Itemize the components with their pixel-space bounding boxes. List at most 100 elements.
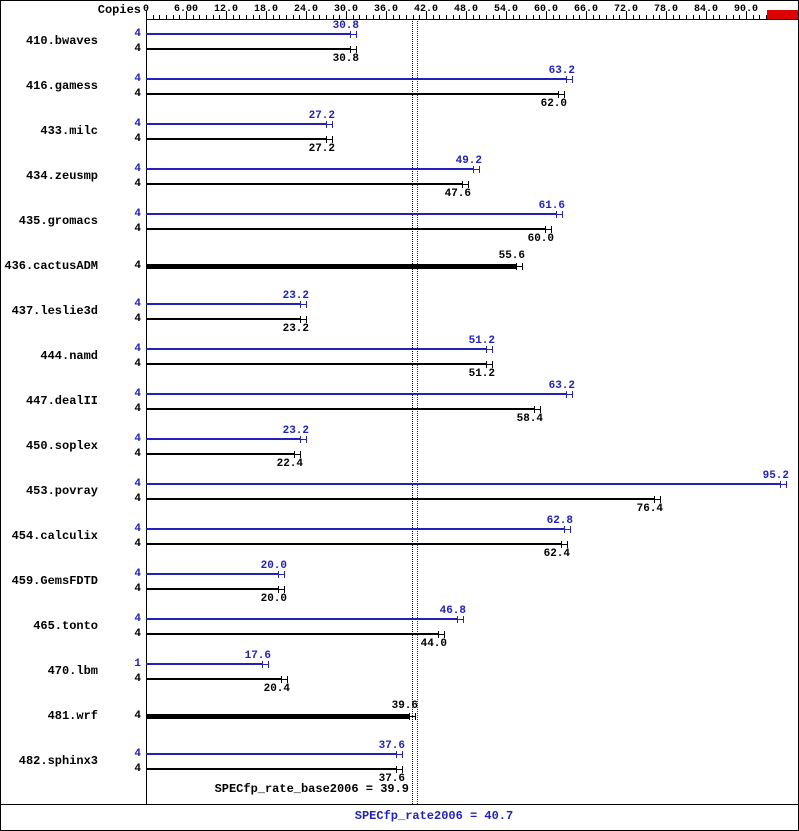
peak-whisker-line [263,664,269,665]
x-axis-tick-label: 60.0 [533,4,558,15]
base-value: 22.4 [276,458,303,470]
base-bar [146,543,562,545]
base-whisker-tick [534,406,535,413]
peak-value: 63.2 [548,65,575,77]
x-axis-major-tick [746,11,747,19]
base-value: 76.4 [636,503,663,515]
peak-copies: 4 [134,163,141,175]
benchmark-label: 433.milc [40,124,98,138]
peak-value: 61.6 [538,200,565,212]
peak-copies: 4 [134,748,141,760]
x-axis-minor-tick [619,15,620,19]
x-axis-minor-tick [673,15,674,19]
x-axis-minor-tick [726,15,727,19]
base-whisker-line [559,94,565,95]
base-value: 23.2 [282,323,309,335]
base-bar [146,408,535,410]
peak-value: 17.6 [244,650,271,662]
peak-bar [146,663,263,665]
base-bar [146,714,410,719]
x-axis-major-tick [626,11,627,19]
benchmark-label: 482.sphinx3 [18,754,98,768]
base-value: 58.4 [516,413,543,425]
x-axis-minor-tick [293,15,294,19]
x-axis-minor-tick [499,15,500,19]
peak-whisker-tick [486,346,487,353]
x-axis-minor-tick [599,15,600,19]
x-axis-minor-tick [679,15,680,19]
peak-bar [146,528,565,530]
x-axis-minor-tick [713,15,714,19]
base-bar [146,363,487,365]
peak-bar [146,483,781,485]
x-axis-minor-tick [319,15,320,19]
x-axis-minor-tick [359,15,360,19]
peak-whisker-tick [262,661,263,668]
x-axis-tick-label: 6.00 [173,4,198,15]
x-axis-minor-tick [533,15,534,19]
peak-whisker-tick [479,166,480,173]
x-axis-minor-tick [246,15,247,19]
x-axis-minor-tick [406,15,407,19]
x-axis-tick-label: 54.0 [493,4,518,15]
benchmark-label: 434.zeusmp [25,169,98,183]
x-axis-minor-tick [573,15,574,19]
base-whisker-tick [522,263,523,270]
x-axis-major-tick [346,11,347,19]
peak-whisker-tick [396,751,397,758]
base-copies: 4 [134,583,141,595]
base-copies: 4 [134,628,141,640]
peak-whisker-tick [306,301,307,308]
base-copies: 4 [134,133,141,145]
base-copies: 4 [134,493,141,505]
base-whisker-tick [350,46,351,53]
peak-value: 27.2 [308,110,335,122]
peak-bar [146,573,279,575]
benchmark-label: 454.calculix [11,529,98,543]
x-axis-tick-label: 18.0 [253,4,278,15]
x-axis-minor-tick [453,15,454,19]
x-axis-minor-tick [206,15,207,19]
x-axis-minor-tick [259,15,260,19]
base-value: 20.4 [263,683,290,695]
x-axis-minor-tick [559,15,560,19]
x-axis-minor-tick [553,15,554,19]
peak-value: 23.2 [282,425,309,437]
x-axis-minor-tick [653,15,654,19]
x-axis-minor-tick [273,15,274,19]
peak-whisker-line [567,394,573,395]
x-axis-major-tick [426,11,427,19]
x-axis-major-tick [186,11,187,19]
base-value: 39.6 [391,700,418,712]
base-value: 27.2 [308,143,335,155]
x-axis-minor-tick [659,15,660,19]
peak-whisker-line [474,169,480,170]
x-axis-minor-tick [459,15,460,19]
peak-whisker-line [567,79,573,80]
peak-value: 63.2 [548,380,575,392]
peak-copies: 4 [134,613,141,625]
peak-value: 62.8 [546,515,573,527]
base-whisker-line [351,49,357,50]
base-whisker-tick [396,766,397,773]
base-copies: 4 [134,763,141,775]
x-axis-minor-tick [413,15,414,19]
x-axis-minor-tick [279,15,280,19]
base-summary-text: SPECfp_rate_base2006 = 39.9 [214,782,409,796]
base-whisker-tick [287,676,288,683]
x-axis-minor-tick [593,15,594,19]
peak-summary-text: SPECfp_rate2006 = 40.7 [354,809,514,823]
base-whisker-tick [284,586,285,593]
base-value: 62.0 [540,98,567,110]
x-axis-minor-tick [539,15,540,19]
base-whisker-tick [294,451,295,458]
peak-whisker-line [397,754,403,755]
x-axis-minor-tick [699,15,700,19]
x-axis-minor-tick [199,15,200,19]
x-axis-major-tick [466,11,467,19]
base-whisker-tick [409,713,410,720]
peak-whisker-tick [350,31,351,38]
peak-whisker-tick [268,661,269,668]
base-whisker-tick [540,406,541,413]
x-axis-tick-label: 78.0 [653,4,678,15]
